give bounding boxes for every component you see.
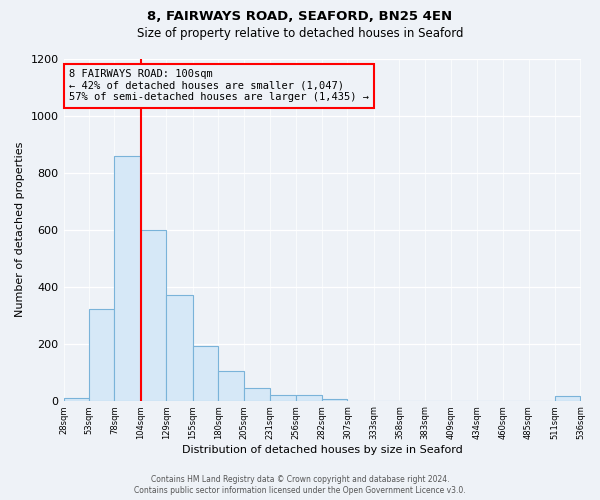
Text: Contains public sector information licensed under the Open Government Licence v3: Contains public sector information licen… [134, 486, 466, 495]
Bar [244, 388, 270, 400]
Bar [141, 230, 166, 400]
Bar [270, 395, 296, 400]
Bar [115, 156, 141, 400]
Text: Contains HM Land Registry data © Crown copyright and database right 2024.: Contains HM Land Registry data © Crown c… [151, 475, 449, 484]
Y-axis label: Number of detached properties: Number of detached properties [15, 142, 25, 318]
Text: 8, FAIRWAYS ROAD, SEAFORD, BN25 4EN: 8, FAIRWAYS ROAD, SEAFORD, BN25 4EN [148, 10, 452, 23]
Bar [218, 370, 244, 400]
Bar [296, 395, 322, 400]
Bar [193, 346, 218, 401]
Bar [555, 396, 580, 400]
X-axis label: Distribution of detached houses by size in Seaford: Distribution of detached houses by size … [182, 445, 463, 455]
Text: Size of property relative to detached houses in Seaford: Size of property relative to detached ho… [137, 28, 463, 40]
Bar [89, 310, 115, 400]
Bar [322, 399, 347, 400]
Text: 8 FAIRWAYS ROAD: 100sqm
← 42% of detached houses are smaller (1,047)
57% of semi: 8 FAIRWAYS ROAD: 100sqm ← 42% of detache… [69, 69, 369, 102]
Bar [166, 296, 193, 401]
Bar [64, 398, 89, 400]
